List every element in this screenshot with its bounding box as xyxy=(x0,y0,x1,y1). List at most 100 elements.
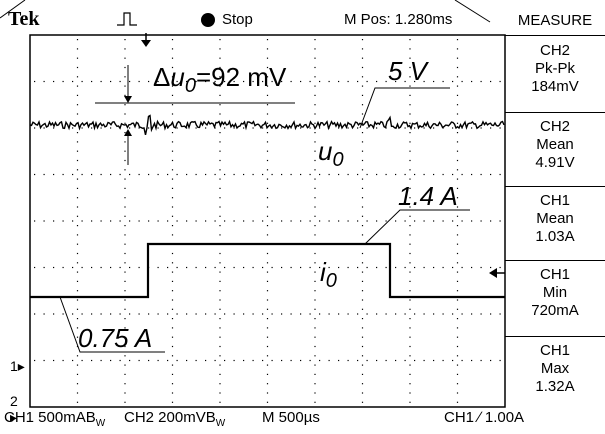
grid-dot xyxy=(456,355,459,357)
grid-dot xyxy=(219,383,221,385)
i0-subscript: 0 xyxy=(325,270,337,293)
grid-dot xyxy=(233,127,235,129)
grid-dot xyxy=(76,364,79,366)
grid-dot xyxy=(76,383,79,385)
grid-dot xyxy=(290,220,292,222)
grid-dot xyxy=(290,173,292,176)
measure-value: 4.91V xyxy=(535,154,575,171)
grid-dot xyxy=(409,39,411,41)
grid-dot xyxy=(456,150,459,152)
grid-dot xyxy=(214,313,216,315)
grid-dot xyxy=(409,252,411,255)
grid-dot xyxy=(129,173,131,176)
grid-dot xyxy=(224,359,226,362)
grid-dot xyxy=(319,173,321,176)
grid-dot xyxy=(224,127,226,129)
grid-dot xyxy=(361,355,364,357)
grid-dot xyxy=(219,76,221,78)
grid-dot xyxy=(361,141,364,143)
grid-dot xyxy=(395,359,397,362)
grid-dot xyxy=(409,178,411,180)
grid-dot xyxy=(148,127,150,129)
grid-dot xyxy=(157,266,159,269)
grid-dot xyxy=(314,169,316,171)
grid-dot xyxy=(266,169,269,171)
grid-dot xyxy=(171,94,174,96)
grid-dot xyxy=(452,220,454,222)
current-high-annotation: 1.4 A xyxy=(398,181,458,211)
grid-dot xyxy=(124,197,126,199)
measure-item-ch1-min[interactable]: CH1 Min 720mA xyxy=(505,266,605,320)
grid-dot xyxy=(119,80,121,83)
grid-dot xyxy=(124,187,126,189)
grid-dot xyxy=(43,173,45,176)
grid-dot xyxy=(167,220,169,222)
grid-dot xyxy=(195,173,197,176)
grid-dot xyxy=(62,173,64,176)
grid-dot xyxy=(442,127,444,129)
grid-dot xyxy=(409,336,411,338)
grid-dot xyxy=(124,392,126,394)
grid-dot xyxy=(167,266,169,269)
grid-dot xyxy=(314,345,316,348)
grid-dot xyxy=(361,113,364,115)
grid-dot xyxy=(171,364,174,366)
grid-dot xyxy=(423,359,425,362)
grid-dot xyxy=(314,76,316,78)
measure-source: CH1 xyxy=(539,342,570,359)
grid-dot xyxy=(281,220,283,222)
grid-dot xyxy=(266,159,269,162)
grid-dot xyxy=(361,85,364,87)
measure-item-ch2-mean[interactable]: CH2 Mean 4.91V xyxy=(505,118,605,172)
grid-dot xyxy=(110,80,112,83)
grid-dot xyxy=(124,141,126,143)
grid-dot xyxy=(124,206,126,208)
grid-dot xyxy=(219,345,221,348)
grid-dot xyxy=(309,80,311,83)
grid-dot xyxy=(300,313,302,315)
measure-source: CH1 xyxy=(539,266,570,283)
grid-dot xyxy=(361,262,364,264)
grid-dot xyxy=(314,197,316,199)
grid-dot xyxy=(171,383,174,385)
grid-dot xyxy=(423,173,425,176)
grid-dot xyxy=(395,80,397,83)
grid-dot xyxy=(171,85,174,87)
grid-dot xyxy=(499,266,501,269)
grid-dot xyxy=(266,187,269,189)
grid-dot xyxy=(171,187,174,189)
measure-item-ch1-mean[interactable]: CH1 Mean 1.03A xyxy=(505,192,605,246)
grid-dot xyxy=(480,266,482,269)
grid-dot xyxy=(266,318,269,320)
grid-dot xyxy=(124,383,126,385)
measure-item-ch2-pkpk[interactable]: CH2 Pk-Pk 184mV xyxy=(505,42,605,96)
delta-variable: u xyxy=(170,62,185,92)
grid-dot xyxy=(409,225,411,227)
measure-type: Mean xyxy=(536,210,574,227)
grid-dot xyxy=(176,359,178,362)
grid-dot xyxy=(34,266,36,269)
grid-dot xyxy=(266,197,269,199)
grid-dot xyxy=(72,266,74,269)
grid-dot xyxy=(76,290,79,292)
grid-dot xyxy=(347,173,349,176)
grid-dot xyxy=(224,173,226,176)
grid-dot xyxy=(91,313,93,315)
grid-dot xyxy=(442,173,444,176)
grid-dot xyxy=(171,280,174,282)
grid-dot xyxy=(219,104,221,106)
grid-dot xyxy=(409,104,411,106)
measure-item-ch1-max[interactable]: CH1 Max 1.32A xyxy=(505,342,605,396)
measure-panel: MEASURE CH2 Pk-Pk 184mV CH2 Mean 4.91V C… xyxy=(505,0,605,434)
grid-dot xyxy=(262,359,264,362)
grid-dot xyxy=(148,80,150,83)
grid-dot xyxy=(124,225,126,227)
grid-dot xyxy=(461,80,463,83)
grid-dot xyxy=(328,359,330,362)
grid-dot xyxy=(186,80,188,83)
grid-dot xyxy=(91,127,93,129)
measure-title: MEASURE xyxy=(517,12,593,29)
grid-dot xyxy=(171,113,174,115)
ch2-scale-readout: CH2 200mVBW xyxy=(124,409,226,429)
grid-dot xyxy=(167,173,169,176)
